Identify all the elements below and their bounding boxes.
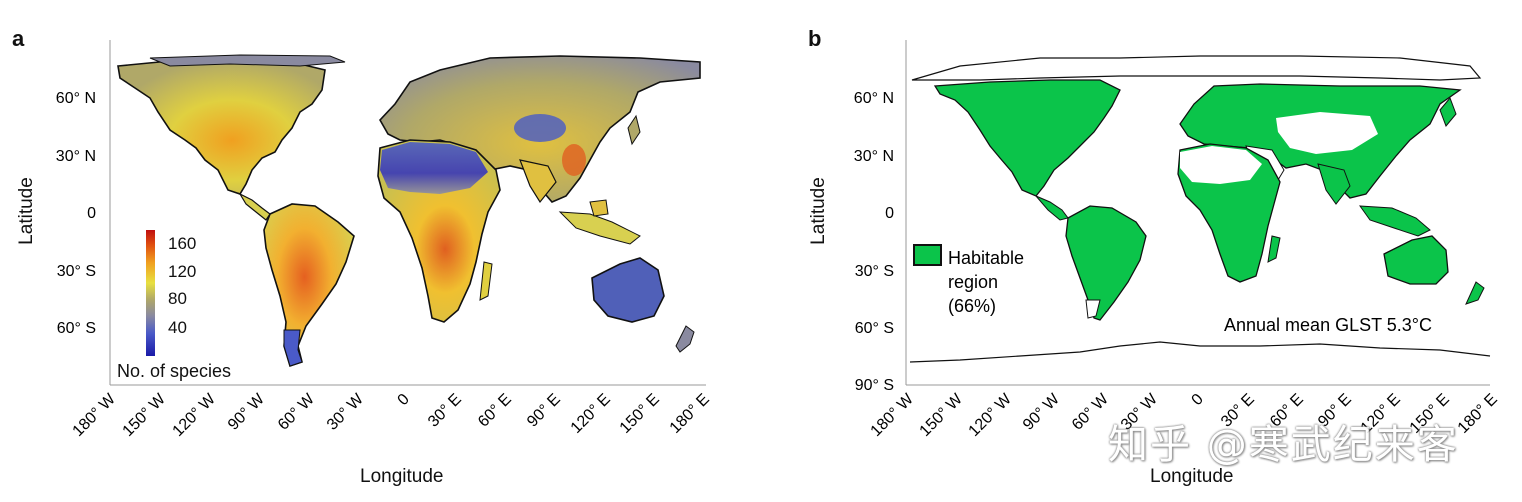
panel-b-lat-ticks: 60° N 30° N 0 30° S 60° S 90° S bbox=[854, 90, 894, 394]
borneo-a bbox=[589, 199, 609, 217]
lat-tick-a-2: 0 bbox=[87, 205, 96, 222]
watermark-text: 知乎 @寒武纪来客 bbox=[1108, 422, 1459, 468]
japan-a bbox=[627, 114, 641, 146]
lon-tick-b-6: 0 bbox=[1189, 391, 1207, 409]
legend-line1: Habitable bbox=[948, 248, 1024, 268]
sahara-white-b bbox=[1180, 146, 1262, 184]
colorbar-a bbox=[146, 230, 155, 356]
panel-a-xlabel: Longitude bbox=[360, 466, 444, 487]
north-america-a bbox=[117, 59, 326, 195]
australia-a bbox=[591, 257, 665, 323]
lat-tick-b-4: 60° S bbox=[855, 320, 894, 337]
lon-tick-b-0: 180° W bbox=[868, 390, 918, 440]
indonesia-b bbox=[1358, 205, 1431, 237]
patagonia-a bbox=[283, 329, 303, 367]
south-america-b bbox=[1065, 205, 1147, 321]
legend-line3: (66%) bbox=[948, 296, 996, 316]
central-america-a bbox=[238, 192, 271, 221]
australia-b bbox=[1383, 235, 1449, 285]
lon-tick-b-2: 120° W bbox=[966, 390, 1016, 440]
lat-tick-b-2: 0 bbox=[885, 205, 894, 222]
legend-line2: region bbox=[948, 272, 998, 292]
colorbar-tick-40: 40 bbox=[168, 318, 187, 337]
lat-tick-a-4: 60° S bbox=[57, 320, 96, 337]
lon-tick-b-3: 90° W bbox=[1020, 390, 1064, 434]
new-zealand-b bbox=[1465, 281, 1485, 305]
se-asia-hotspot-a bbox=[562, 144, 586, 176]
panel-b-letter: b bbox=[808, 26, 822, 51]
lat-tick-a-1: 30° N bbox=[56, 148, 96, 165]
tibet-plateau-a bbox=[514, 114, 566, 142]
colorbar-tick-160: 160 bbox=[168, 234, 196, 253]
japan-b bbox=[1439, 97, 1457, 127]
panel-a-letter: a bbox=[12, 26, 25, 51]
lat-tick-a-0: 60° N bbox=[56, 90, 96, 107]
lon-tick-b-12: 180° E bbox=[1455, 391, 1501, 437]
arctic-islands-a bbox=[149, 54, 346, 67]
madagascar-b bbox=[1267, 235, 1281, 263]
lat-tick-b-3: 30° S bbox=[855, 263, 894, 280]
lat-tick-b-5: 90° S bbox=[855, 377, 894, 394]
lat-tick-b-0: 60° N bbox=[854, 90, 894, 107]
india-a bbox=[519, 159, 557, 204]
central-asia-white-b bbox=[1276, 112, 1378, 154]
india-b bbox=[1317, 163, 1351, 205]
colorbar-title: No. of species bbox=[117, 361, 231, 381]
antarctica-b bbox=[909, 341, 1491, 363]
lon-tick-b-4: 60° W bbox=[1069, 390, 1113, 434]
lat-tick-b-1: 30° N bbox=[854, 148, 894, 165]
panel-a-lat-ticks: 60° N 30° N 0 30° S 60° S bbox=[56, 90, 96, 337]
new-zealand-a bbox=[675, 325, 695, 353]
glst-annotation: Annual mean GLST 5.3°C bbox=[1224, 315, 1432, 335]
colorbar-tick-120: 120 bbox=[168, 262, 196, 281]
lat-tick-a-3: 30° S bbox=[57, 263, 96, 280]
arctic-outline-b bbox=[911, 55, 1482, 81]
madagascar-a bbox=[479, 261, 493, 301]
legend-swatch bbox=[913, 244, 942, 266]
north-america-b bbox=[933, 79, 1121, 197]
panel-b-xlabel: Longitude bbox=[1150, 466, 1234, 487]
colorbar-tick-80: 80 bbox=[168, 289, 187, 308]
sahara-a bbox=[380, 142, 488, 194]
lon-tick-b-1: 150° W bbox=[917, 390, 967, 440]
central-america-b bbox=[1035, 195, 1069, 221]
patagonia-b bbox=[1085, 299, 1101, 319]
